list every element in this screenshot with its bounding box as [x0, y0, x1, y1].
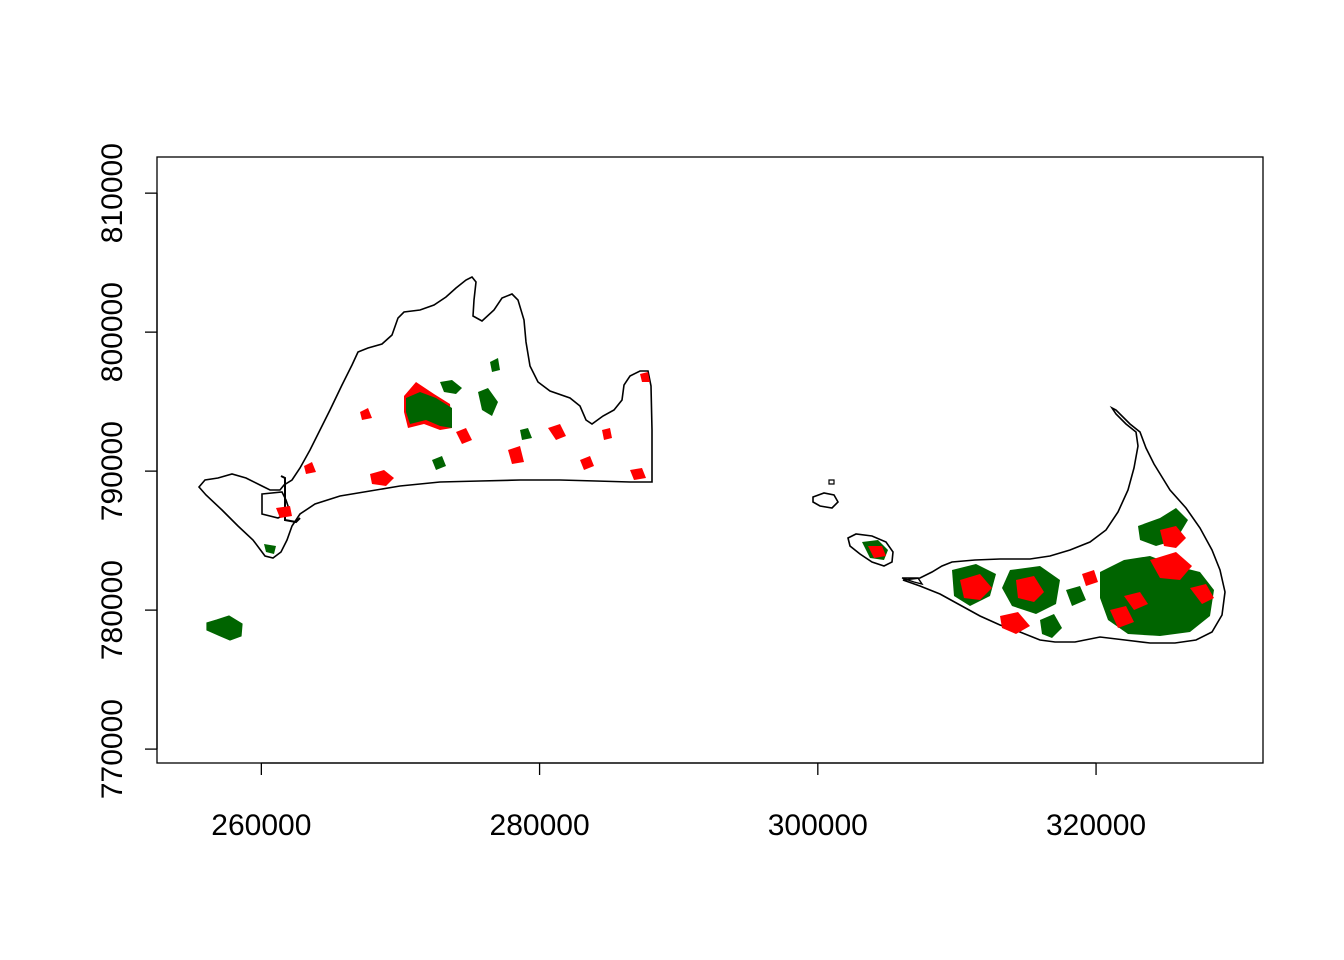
muskeget-islet	[828, 479, 835, 485]
red-patch-9	[360, 408, 372, 420]
red-patch-10	[304, 462, 316, 474]
red-patch-4	[508, 446, 524, 464]
red-patch-7	[276, 506, 292, 518]
red-patch-6	[640, 372, 650, 382]
y-tick-label: 770000	[96, 699, 129, 799]
marthas-vineyard-channel	[280, 475, 301, 524]
red-patch-n-south-east	[1110, 606, 1134, 628]
red-patch-5	[630, 468, 646, 480]
red-patch-8	[490, 358, 500, 372]
x-tick-label: 260000	[211, 809, 311, 842]
green-patch-north	[440, 380, 462, 394]
y-axis: 770000 780000 790000 800000 810000	[96, 143, 158, 799]
red-patch-1	[370, 470, 394, 486]
green-patch-n-south	[1040, 614, 1062, 638]
y-tick-label: 810000	[96, 143, 129, 243]
red-patch-n-east	[1150, 552, 1192, 580]
red-patch-n-scatter-1	[1082, 570, 1098, 586]
red-patch-12	[602, 428, 612, 440]
green-patch-east	[478, 388, 498, 416]
green-patch-2	[520, 428, 532, 440]
y-tick-label: 790000	[96, 421, 129, 521]
x-axis: 260000 280000 300000 320000	[211, 762, 1146, 842]
x-tick-label: 280000	[490, 809, 590, 842]
red-patch-n-upper	[1160, 526, 1186, 548]
nantucket-west-spit	[901, 577, 924, 586]
y-tick-label: 780000	[96, 560, 129, 660]
x-tick-label: 300000	[768, 809, 868, 842]
y-tick-label: 800000	[96, 282, 129, 382]
red-patch-n-mid	[1016, 576, 1044, 602]
red-patch-n-south	[1000, 612, 1030, 634]
green-patch-n-east-tip	[1190, 584, 1214, 604]
x-tick-label: 320000	[1046, 809, 1146, 842]
red-patch-2	[456, 428, 472, 444]
nantucket-landcover	[862, 508, 1214, 638]
green-patch-1	[432, 456, 446, 470]
marthas-vineyard-landcover	[264, 358, 650, 554]
green-patch-n-scatter-1	[1066, 586, 1086, 606]
red-patch-n-center	[1124, 592, 1148, 610]
green-patch-state-forest	[406, 392, 452, 428]
red-patch-n-west	[960, 574, 992, 600]
muskeget-outline	[812, 492, 839, 509]
red-patch-3	[548, 424, 566, 440]
nomans-land	[206, 615, 243, 641]
green-patch-3	[264, 544, 276, 554]
red-patch-11	[580, 456, 594, 470]
red-patch-tuckernuck	[868, 546, 886, 558]
